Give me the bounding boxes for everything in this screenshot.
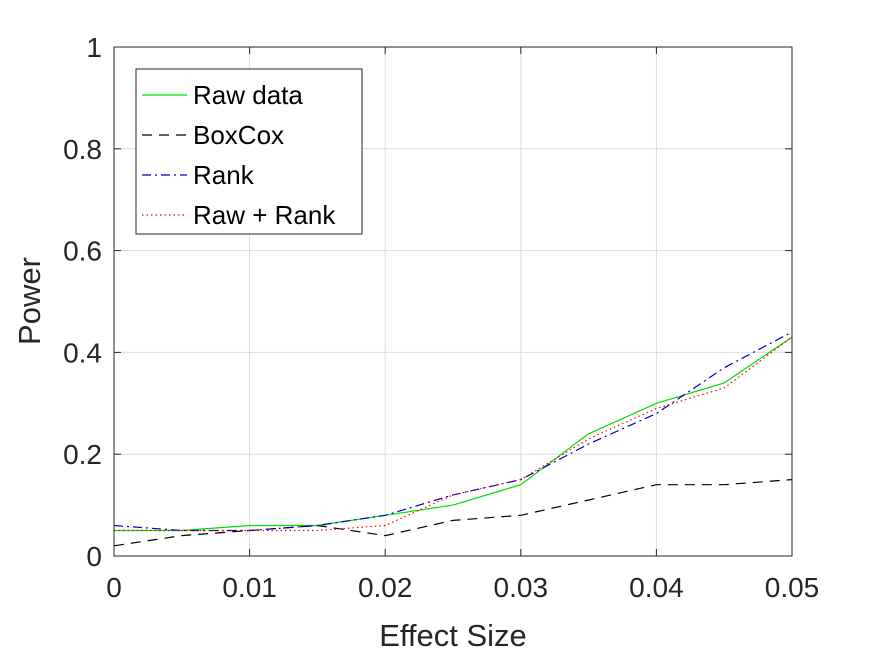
grid-lines [113,46,793,557]
series-line-boxcox [113,479,793,547]
x-tick-label: 0.04 [629,572,684,603]
series-line-raw-data [114,336,793,532]
legend-label-raw-data: Raw data [193,80,303,110]
y-tick-label: 0.6 [63,236,102,267]
x-tick-label: 0.02 [358,572,413,603]
x-tick-label: 0.01 [222,572,277,603]
y-tick-label: 0 [86,541,102,572]
tick-marks [113,46,793,557]
y-tick-label: 1 [86,32,102,63]
x-tick-label: 0.05 [765,572,820,603]
x-tick-labels: 0 0.01 0.02 0.03 0.04 0.05 [106,572,819,603]
legend-label-rank: Rank [193,160,255,190]
legend-label-boxcox: BoxCox [193,120,284,150]
legend: Raw data BoxCox Rank Raw + Rank [135,68,363,235]
legend-label-raw-rank: Raw + Rank [193,200,336,230]
x-tick-label: 0 [106,572,122,603]
series-line-raw-rank [114,336,793,532]
series-line-rank [113,331,793,532]
y-tick-label: 0.8 [63,134,102,165]
legend-box [135,68,363,235]
y-tick-label: 0.2 [63,439,102,470]
x-tick-label: 0.03 [494,572,549,603]
y-tick-labels: 0 0.2 0.4 0.6 0.8 1 [63,32,102,572]
y-tick-label: 0.4 [63,337,102,368]
y-axis-label: Power [12,257,47,345]
series-layer [113,331,793,547]
x-axis-label: Effect Size [379,618,527,653]
plot-frame [113,46,793,557]
